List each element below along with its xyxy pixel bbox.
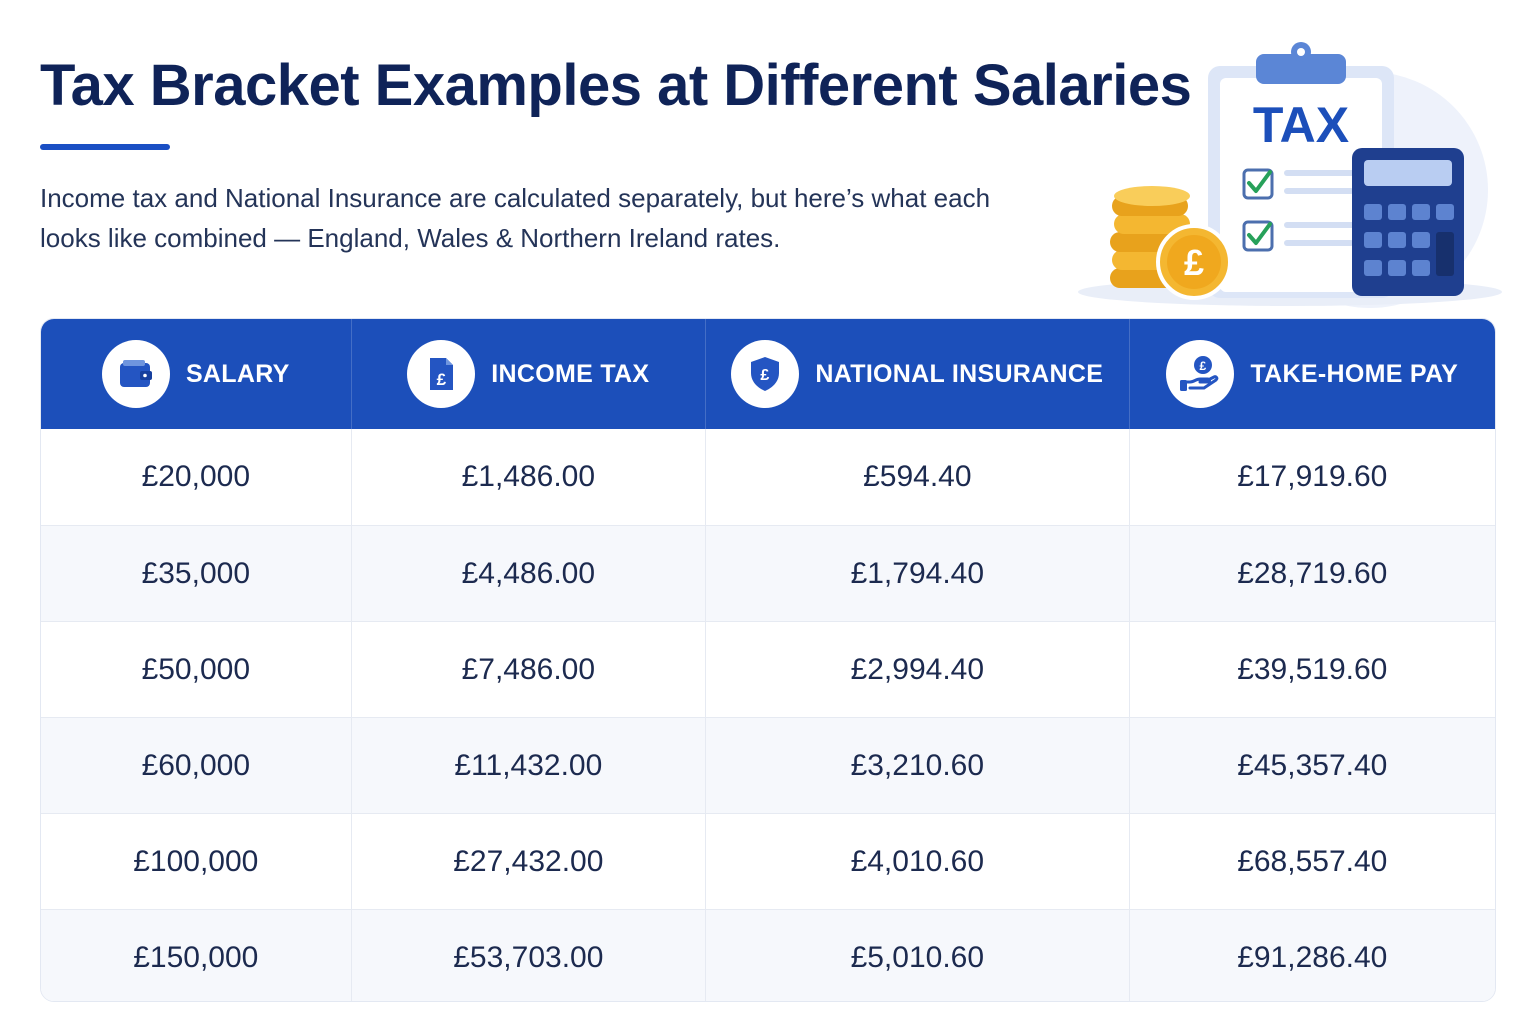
table-row: £50,000 £7,486.00 £2,994.40 £39,519.60 — [41, 621, 1495, 717]
page-subtitle: Income tax and National Insurance are ca… — [40, 183, 991, 253]
table-row: £60,000 £11,432.00 £3,210.60 £45,357.40 — [41, 717, 1495, 813]
clipboard-icon: TAX — [1208, 42, 1394, 298]
cell-income-tax: £7,486.00 — [352, 622, 707, 717]
cell-salary: £20,000 — [41, 429, 352, 525]
coin-stack-icon: £ — [1110, 186, 1232, 300]
column-header-label: SALARY — [185, 359, 290, 388]
column-header-take-home-pay: £ TAKE-HOME PAY — [1130, 319, 1495, 429]
cell-income-tax: £1,486.00 — [352, 429, 707, 525]
cell-income-tax: £11,432.00 — [352, 718, 707, 813]
cell-take-home-pay: £68,557.40 — [1237, 844, 1388, 878]
cell-take-home-pay: £17,919.60 — [1237, 460, 1388, 493]
calculator-icon — [1352, 148, 1464, 296]
tax-table: SALARY £ INCOME TAX £ NATIONAL INSURANCE — [40, 318, 1496, 1002]
hand-coin-icon: £ — [1166, 340, 1235, 408]
checkbox-icon — [1242, 220, 1364, 252]
column-header-label: INCOME TAX — [491, 359, 650, 388]
pound-document-icon: £ — [407, 340, 476, 408]
table-row: £150,000 £53,703.00 £5,010.60 £91,286.40 — [41, 909, 1495, 1001]
pound-shield-icon: £ — [731, 340, 800, 408]
cell-take-home-pay: £39,519.60 — [1237, 652, 1388, 686]
table-row: £100,000 £27,432.00 £4,010.60 £68,557.40 — [41, 813, 1495, 909]
cell-national-insurance: £3,210.60 — [706, 718, 1130, 813]
cell-take-home-pay: £91,286.40 — [1237, 940, 1388, 974]
coin-symbol: £ — [1184, 242, 1204, 283]
svg-text:£: £ — [1200, 359, 1207, 373]
table-body: £20,000 £1,486.00 £594.40 £17,919.60 £35… — [41, 429, 1495, 1001]
wallet-icon — [101, 340, 170, 408]
table-row: £35,000 £4,486.00 £1,794.40 £28,719.60 — [41, 525, 1495, 621]
cell-salary: £60,000 — [41, 718, 352, 813]
svg-text:£: £ — [761, 367, 770, 384]
cell-national-insurance: £5,010.60 — [706, 910, 1130, 1001]
svg-text:£: £ — [437, 370, 447, 389]
cell-income-tax: £53,703.00 — [352, 910, 707, 1001]
column-header-label: NATIONAL INSURANCE — [815, 359, 1104, 388]
cell-income-tax: £27,432.00 — [352, 814, 707, 909]
cell-salary: £100,000 — [41, 814, 352, 909]
column-header-national-insurance: £ NATIONAL INSURANCE — [706, 319, 1130, 429]
cell-salary: £50,000 — [41, 622, 352, 717]
tax-illustration: TAX £ — [1078, 42, 1502, 308]
column-header-label: TAKE-HOME PAY — [1250, 359, 1459, 388]
title-underline — [40, 144, 170, 150]
cell-take-home-pay: £28,719.60 — [1237, 556, 1388, 590]
column-header-income-tax: £ INCOME TAX — [352, 319, 707, 429]
clipboard-label: TAX — [1253, 97, 1349, 153]
column-header-salary: SALARY — [41, 319, 352, 429]
cell-salary: £35,000 — [41, 526, 352, 621]
table-row: £20,000 £1,486.00 £594.40 £17,919.60 — [41, 429, 1495, 525]
cell-national-insurance: £594.40 — [706, 429, 1130, 525]
cell-salary: £150,000 — [41, 910, 352, 1001]
cell-national-insurance: £4,010.60 — [706, 814, 1130, 909]
table-header: SALARY £ INCOME TAX £ NATIONAL INSURANCE — [41, 319, 1495, 429]
checkbox-icon — [1242, 168, 1364, 200]
cell-take-home-pay: £45,357.40 — [1237, 748, 1388, 782]
cell-national-insurance: £1,794.40 — [706, 526, 1130, 621]
cell-income-tax: £4,486.00 — [352, 526, 707, 621]
page-title: Tax Bracket Examples at Different Salari… — [40, 53, 1192, 118]
cell-national-insurance: £2,994.40 — [706, 622, 1130, 717]
